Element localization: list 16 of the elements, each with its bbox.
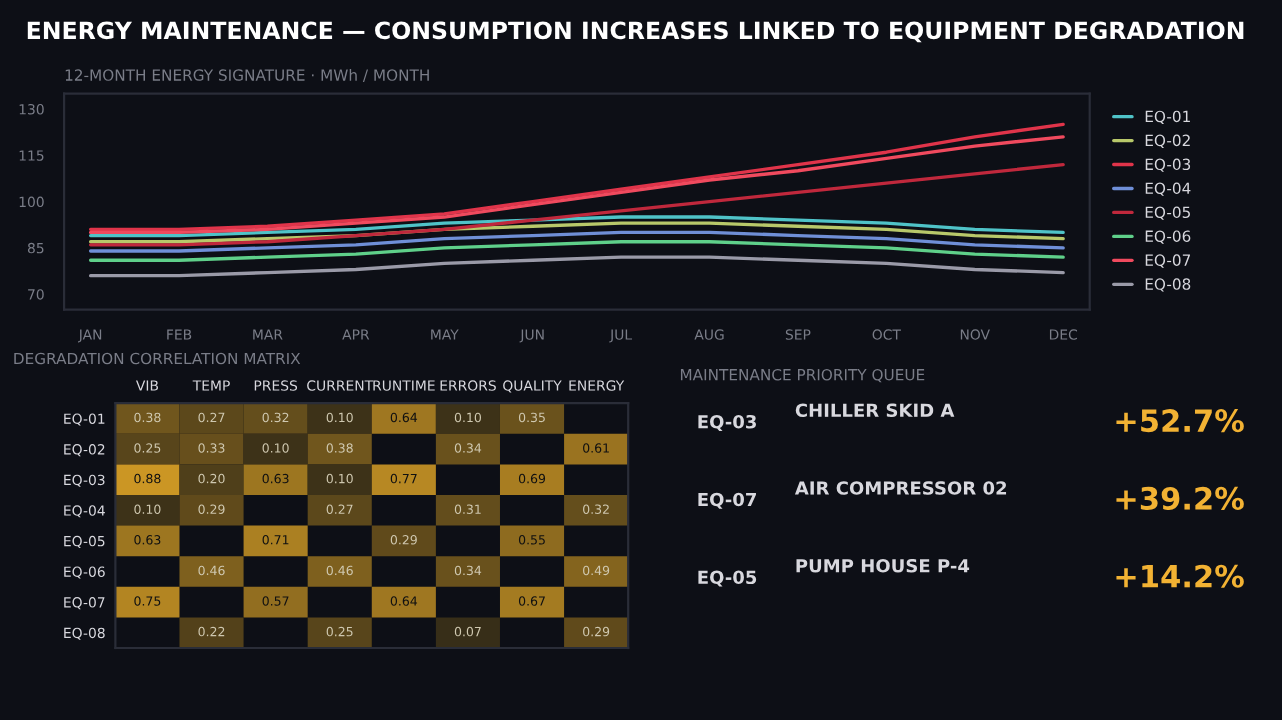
text: +14.2% <box>1116 564 1244 588</box>
text: EQ-05 <box>698 570 757 587</box>
line-series <box>88 255 1065 278</box>
text: CHILLER SKID A <box>795 403 955 418</box>
text: +39.2% <box>1116 486 1244 510</box>
text: EQ-07 <box>698 492 756 509</box>
line-series <box>88 215 1065 238</box>
text: EQ-03 <box>698 414 756 431</box>
text: PUMP HOUSE P-4 <box>796 558 970 573</box>
line-series <box>88 240 1065 262</box>
text: AIR COMPRESSOR 02 <box>794 481 1007 495</box>
line-series <box>88 221 1065 244</box>
line-series <box>88 162 1065 247</box>
line-series <box>88 230 1065 253</box>
chart-title: ENERGY MAINTENANCE — CONSUMPTION INCREASES LINKED TO EQUIPMENT DEGRADATION <box>27 21 1244 43</box>
text: +52.7% <box>1116 409 1244 433</box>
